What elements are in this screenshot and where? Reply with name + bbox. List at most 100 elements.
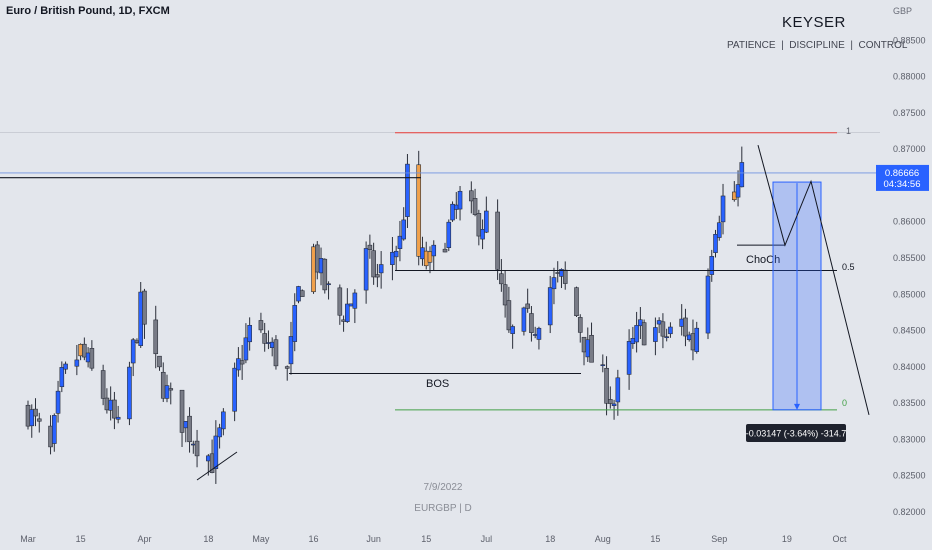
candle-body[interactable]	[108, 399, 113, 411]
candle-body[interactable]	[104, 397, 110, 411]
candle-body[interactable]	[326, 283, 331, 286]
candle-body[interactable]	[345, 303, 350, 322]
candle-body[interactable]	[100, 370, 106, 399]
candle-body[interactable]	[521, 307, 527, 332]
candle-body[interactable]	[716, 222, 722, 238]
candle-body[interactable]	[217, 427, 222, 438]
candle-body[interactable]	[284, 366, 290, 369]
candle-body[interactable]	[59, 367, 65, 388]
candle-body[interactable]	[634, 325, 639, 343]
candle-body[interactable]	[690, 333, 696, 351]
candle-body[interactable]	[239, 360, 245, 365]
candle-body[interactable]	[442, 248, 448, 253]
candle-body[interactable]	[85, 352, 91, 363]
candle-body[interactable]	[262, 333, 267, 344]
candle-body[interactable]	[472, 198, 478, 215]
candle-body[interactable]	[427, 251, 433, 263]
candle-body[interactable]	[656, 320, 662, 325]
candle-body[interactable]	[390, 251, 395, 265]
candle-body[interactable]	[130, 339, 136, 364]
candle-body[interactable]	[393, 250, 399, 258]
candle-body[interactable]	[51, 415, 57, 444]
candle-body[interactable]	[720, 195, 726, 223]
candle-body[interactable]	[604, 367, 609, 404]
candle-body[interactable]	[686, 334, 692, 341]
candle-body[interactable]	[641, 322, 647, 346]
candle-body[interactable]	[585, 339, 591, 358]
candle-body[interactable]	[142, 290, 147, 325]
candle-body[interactable]	[457, 190, 463, 210]
candle-body[interactable]	[269, 341, 275, 348]
candle-body[interactable]	[453, 204, 459, 210]
candle-body[interactable]	[266, 342, 271, 344]
candle-body[interactable]	[547, 287, 553, 326]
candle-body[interactable]	[314, 244, 320, 273]
candle-body[interactable]	[638, 319, 643, 327]
candle-body[interactable]	[194, 440, 200, 457]
candle-body[interactable]	[371, 250, 376, 278]
candle-body[interactable]	[683, 317, 688, 337]
candle-body[interactable]	[134, 340, 140, 343]
candle-body[interactable]	[322, 258, 328, 291]
candle-body[interactable]	[480, 229, 485, 240]
candle-body[interactable]	[713, 234, 718, 253]
price-tag[interactable]	[876, 164, 929, 191]
candle-body[interactable]	[705, 275, 711, 334]
candle-body[interactable]	[401, 219, 406, 240]
candle-body[interactable]	[164, 385, 170, 399]
candle-body[interactable]	[653, 327, 658, 342]
candle-body[interactable]	[160, 371, 166, 399]
candle-body[interactable]	[735, 184, 741, 198]
candle-body[interactable]	[709, 256, 715, 275]
candle-body[interactable]	[608, 399, 613, 404]
candle-body[interactable]	[525, 303, 530, 309]
candle-body[interactable]	[74, 359, 80, 367]
candle-body[interactable]	[221, 411, 226, 430]
candle-body[interactable]	[446, 221, 452, 248]
candle-body[interactable]	[127, 366, 132, 420]
candle-body[interactable]	[213, 435, 219, 470]
candle-body[interactable]	[555, 272, 561, 274]
candle-body[interactable]	[292, 305, 298, 342]
candle-body[interactable]	[450, 203, 455, 221]
candle-body[interactable]	[187, 415, 192, 443]
candle-body[interactable]	[243, 337, 249, 361]
candle-body[interactable]	[660, 321, 666, 337]
candle-body[interactable]	[112, 399, 117, 419]
candle-body[interactable]	[551, 277, 557, 290]
candle-body[interactable]	[499, 273, 504, 285]
symbol-title[interactable]: Euro / British Pound, 1D, FXCM	[6, 5, 170, 17]
candle-body[interactable]	[495, 211, 500, 270]
candle-body[interactable]	[615, 377, 621, 403]
candle-body[interactable]	[626, 341, 632, 375]
candle-body[interactable]	[157, 355, 162, 368]
candle-body[interactable]	[476, 213, 482, 237]
candle-body[interactable]	[288, 336, 294, 365]
candle-body[interactable]	[138, 291, 144, 346]
candle-body[interactable]	[416, 164, 422, 257]
candle-body[interactable]	[348, 303, 354, 307]
candle-body[interactable]	[378, 264, 384, 274]
candle-body[interactable]	[341, 319, 346, 322]
candle-body[interactable]	[589, 334, 594, 363]
candle-body[interactable]	[33, 408, 38, 417]
candle-body[interactable]	[484, 210, 489, 233]
candle-body[interactable]	[168, 388, 174, 391]
candle-body[interactable]	[630, 337, 636, 344]
candle-body[interactable]	[179, 389, 185, 433]
candle-body[interactable]	[367, 244, 373, 250]
candle-body[interactable]	[236, 358, 241, 371]
candle-body[interactable]	[311, 246, 316, 293]
candle-body[interactable]	[536, 327, 542, 340]
candle-body[interactable]	[562, 269, 568, 284]
candle-body[interactable]	[232, 367, 237, 412]
candle-body[interactable]	[506, 300, 512, 331]
candle-body[interactable]	[55, 390, 61, 414]
candle-body[interactable]	[397, 235, 403, 249]
candle-body[interactable]	[36, 418, 42, 422]
candle-body[interactable]	[420, 247, 425, 260]
candle-body[interactable]	[664, 336, 669, 339]
candle-body[interactable]	[694, 327, 700, 352]
candle-body[interactable]	[739, 162, 745, 188]
